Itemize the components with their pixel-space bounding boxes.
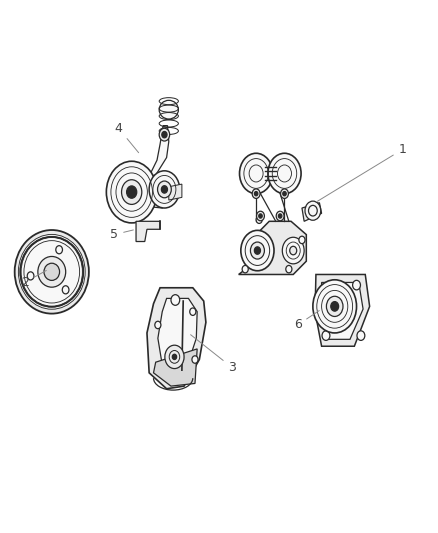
Circle shape — [171, 295, 180, 305]
Polygon shape — [321, 282, 363, 340]
Circle shape — [165, 345, 184, 368]
Circle shape — [283, 191, 286, 196]
Circle shape — [254, 191, 258, 196]
Text: 2: 2 — [21, 271, 46, 289]
Circle shape — [252, 189, 260, 198]
Circle shape — [27, 272, 34, 280]
Circle shape — [322, 331, 330, 341]
Polygon shape — [136, 221, 160, 241]
Circle shape — [172, 354, 177, 360]
Circle shape — [357, 331, 365, 341]
Text: 5: 5 — [110, 228, 133, 241]
Circle shape — [326, 296, 343, 317]
Circle shape — [353, 280, 360, 290]
Circle shape — [251, 242, 265, 259]
Circle shape — [256, 216, 262, 223]
Polygon shape — [149, 126, 169, 176]
Circle shape — [127, 186, 137, 198]
Circle shape — [279, 214, 282, 218]
Ellipse shape — [44, 263, 60, 280]
Circle shape — [305, 201, 321, 220]
Circle shape — [240, 154, 273, 193]
Polygon shape — [136, 175, 173, 208]
Circle shape — [122, 180, 142, 205]
Circle shape — [192, 356, 198, 364]
Text: 3: 3 — [191, 335, 236, 374]
Ellipse shape — [14, 230, 89, 313]
Circle shape — [158, 181, 171, 198]
Circle shape — [62, 286, 69, 294]
Circle shape — [283, 237, 304, 264]
Circle shape — [241, 230, 274, 271]
Polygon shape — [158, 298, 197, 373]
Circle shape — [299, 236, 305, 244]
Text: 4: 4 — [115, 122, 139, 153]
Circle shape — [159, 128, 170, 141]
Polygon shape — [153, 349, 197, 386]
Circle shape — [190, 308, 196, 316]
Polygon shape — [239, 221, 306, 274]
Ellipse shape — [20, 237, 83, 307]
Circle shape — [106, 161, 157, 223]
Circle shape — [242, 265, 248, 273]
Circle shape — [259, 214, 262, 218]
Circle shape — [331, 302, 339, 311]
Circle shape — [161, 185, 167, 193]
Circle shape — [313, 280, 357, 333]
Polygon shape — [302, 203, 321, 221]
Circle shape — [276, 211, 284, 221]
Ellipse shape — [159, 100, 178, 119]
Polygon shape — [147, 288, 206, 389]
Text: 1: 1 — [318, 143, 406, 201]
Polygon shape — [169, 184, 182, 200]
Circle shape — [268, 154, 301, 193]
Circle shape — [286, 265, 292, 273]
Text: 6: 6 — [293, 311, 319, 332]
Circle shape — [281, 189, 288, 198]
Circle shape — [162, 132, 167, 138]
Circle shape — [56, 246, 63, 254]
Ellipse shape — [38, 256, 66, 287]
Circle shape — [254, 247, 261, 254]
Circle shape — [290, 246, 297, 255]
Circle shape — [149, 171, 180, 208]
Circle shape — [257, 211, 265, 221]
Polygon shape — [315, 274, 370, 346]
Circle shape — [155, 321, 161, 329]
